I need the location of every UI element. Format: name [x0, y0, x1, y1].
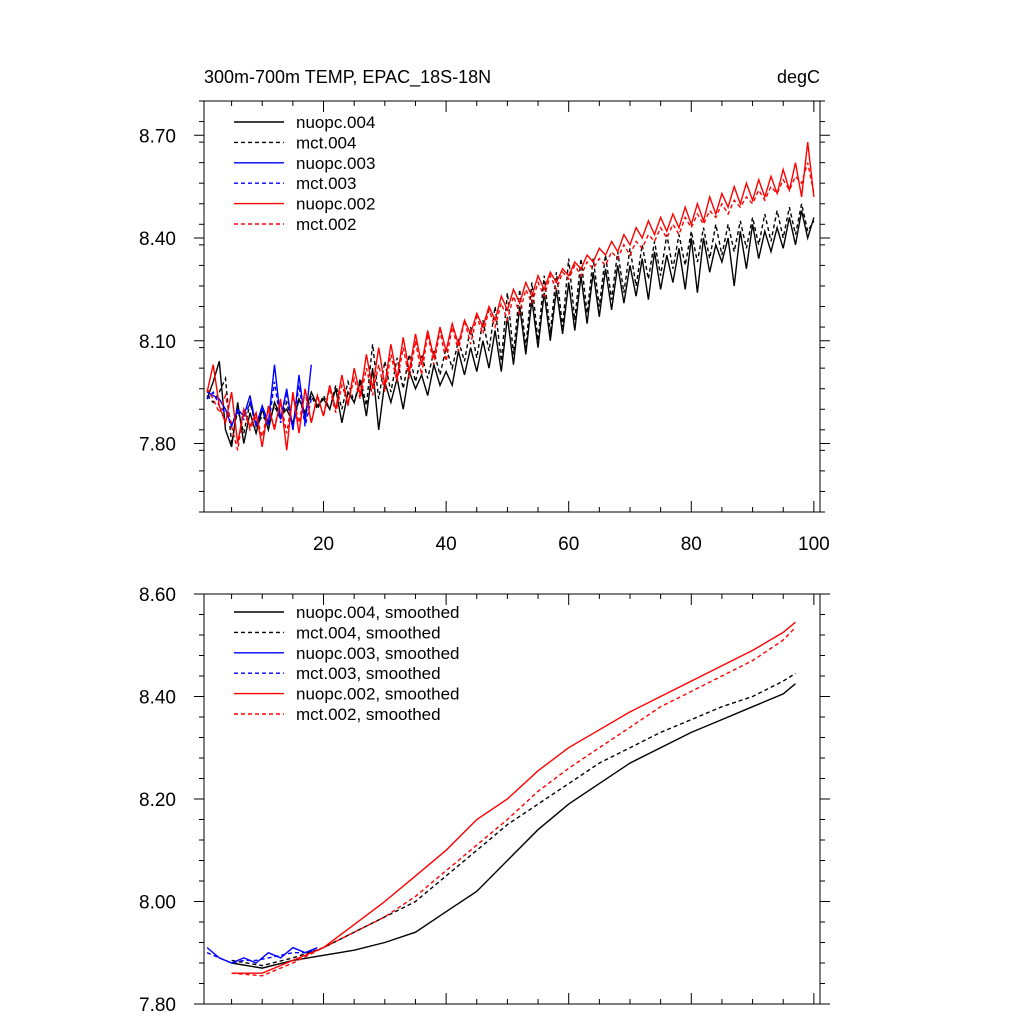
chart-0-legend-label-nuopc-002: nuopc.002: [296, 195, 375, 214]
chart-0-ytick-label: 8.40: [139, 229, 176, 250]
chart-1-legend-label-mct-003-smoothed: mct.003, smoothed: [296, 664, 441, 683]
chart-1-legend-label-nuopc-003-smoothed: nuopc.003, smoothed: [296, 644, 460, 663]
chart-1-legend-label-mct-004-smoothed: mct.004, smoothed: [296, 623, 441, 642]
chart-0-legend-label-mct-004: mct.004: [296, 133, 356, 152]
chart-1-ytick-label: 8.20: [139, 790, 176, 811]
chart-0-legend-label-nuopc-004: nuopc.004: [296, 113, 375, 132]
chart-1-ytick-label: 8.40: [139, 688, 176, 709]
chart-1-series-line-mct-002-smoothed: [231, 626, 797, 977]
chart-0-xtick-label: 20: [313, 534, 334, 555]
chart-0-ytick-label: 7.80: [139, 435, 176, 456]
chart-1-legend-label-nuopc-002-smoothed: nuopc.002, smoothed: [296, 685, 460, 704]
chart-1-legend-label-mct-002-smoothed: mct.002, smoothed: [296, 705, 441, 724]
chart-0-xtick-label: 80: [681, 534, 702, 555]
chart-0-series-line-mct-003: [206, 381, 312, 430]
chart-1-legend-label-nuopc-004-smoothed: nuopc.004, smoothed: [296, 603, 460, 622]
chart-1-ytick-label: 8.60: [139, 585, 176, 606]
chart-1-series-line-mct-003-smoothed: [206, 949, 318, 964]
chart-0-ytick-label: 8.10: [139, 332, 176, 353]
chart-1-ytick-label: 7.80: [139, 995, 176, 1016]
chart-0-ytick-label: 8.70: [139, 126, 176, 147]
chart-0-legend-label-mct-003: mct.003: [296, 174, 356, 193]
chart-0-xtick-label: 60: [558, 534, 579, 555]
top-chart-panel: 20 40 60 80 1007.808.108.408.70nuopc.004mct.…: [139, 100, 830, 555]
top-chart-title: 300m-700m TEMP, EPAC_18S-18N: [204, 67, 491, 88]
chart-0-xtick-label: 40: [436, 534, 457, 555]
chart-1-series-line-nuopc-003-smoothed: [206, 946, 318, 964]
chart-0-series-line-nuopc-004: [206, 210, 815, 448]
chart-1-ytick-label: 8.00: [139, 893, 176, 914]
chart-0-series-line-mct-004: [206, 203, 815, 444]
chart-0-series-line-mct-002: [206, 162, 815, 451]
chart-1-series-line-nuopc-002-smoothed: [231, 621, 796, 974]
chart-0-xtick-label: 100: [798, 534, 830, 555]
chart-1-series-line-mct-004-smoothed: [231, 672, 796, 967]
chart-1-series-line-nuopc-004-smoothed: [231, 683, 796, 969]
chart-0-legend-label-mct-002: mct.002: [296, 215, 356, 234]
chart-0-legend-label-nuopc-003: nuopc.003: [296, 154, 375, 173]
top-chart-units: degC: [777, 67, 820, 87]
